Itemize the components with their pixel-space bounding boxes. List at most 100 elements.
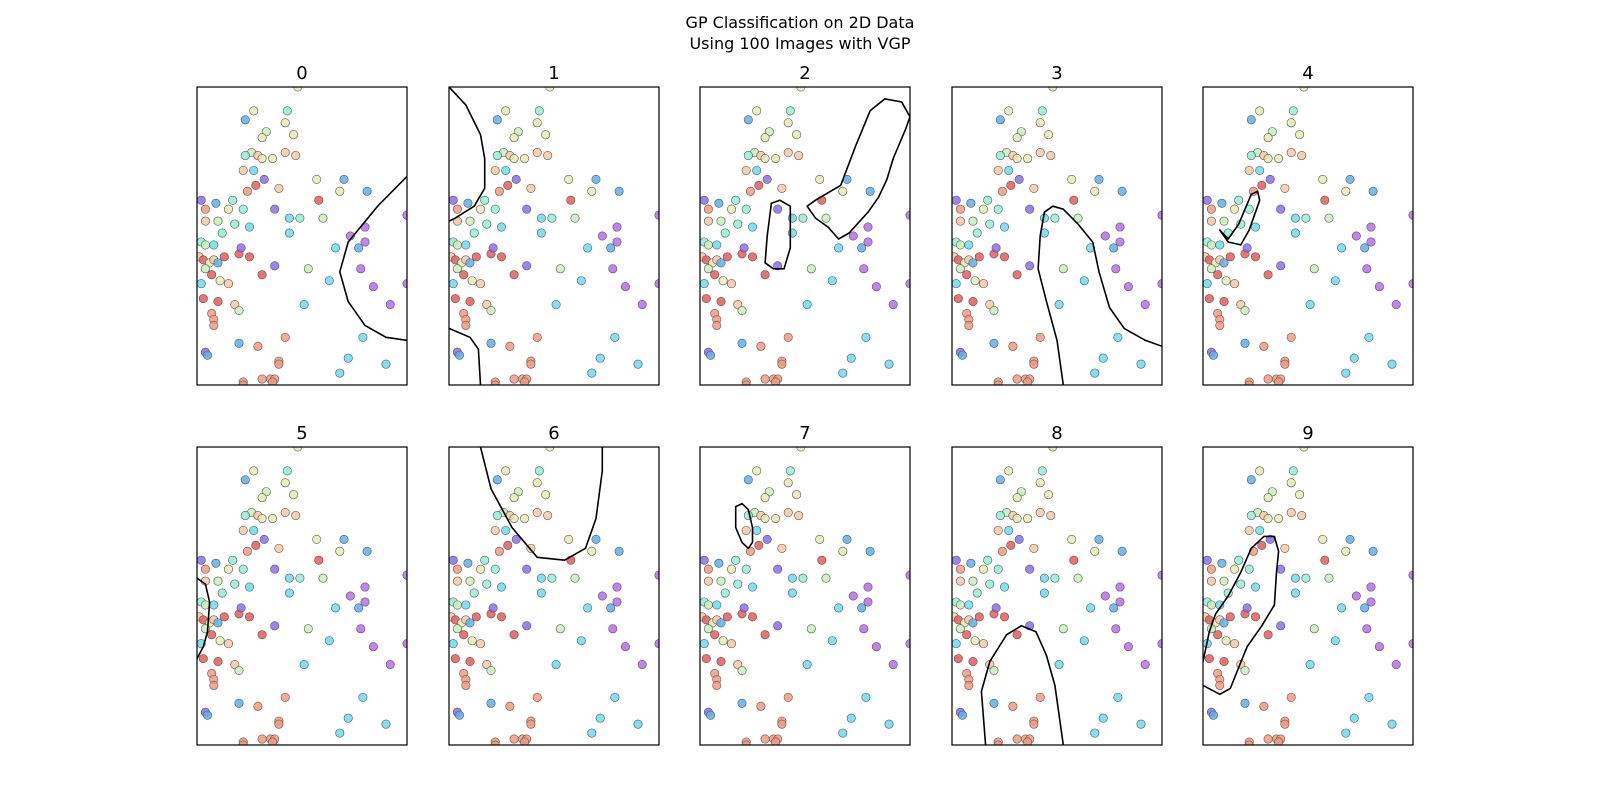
data-point <box>608 264 618 274</box>
data-point <box>253 701 263 711</box>
data-point <box>509 514 519 524</box>
data-point <box>787 228 797 238</box>
subplot-3: 3 <box>951 63 1163 386</box>
data-point <box>522 564 532 574</box>
subplot-title: 9 <box>1302 423 1313 444</box>
data-point <box>1012 270 1022 280</box>
data-point <box>1115 222 1125 232</box>
data-point <box>1242 243 1252 253</box>
data-point <box>324 636 334 646</box>
data-point <box>465 618 475 628</box>
data-point <box>1215 240 1225 250</box>
data-point <box>962 270 972 280</box>
data-point <box>739 243 749 253</box>
data-point <box>526 719 536 729</box>
data-point <box>1263 133 1273 143</box>
data-point <box>475 639 485 649</box>
data-point <box>541 490 551 500</box>
data-point <box>962 630 972 640</box>
data-point <box>1244 525 1254 535</box>
data-point <box>240 475 250 485</box>
data-point <box>773 621 783 631</box>
subplot-4: 4 <box>1202 63 1414 386</box>
data-point <box>449 195 458 205</box>
data-point <box>1203 195 1212 205</box>
data-point <box>551 660 561 670</box>
data-point <box>737 698 747 708</box>
data-point <box>482 219 492 229</box>
data-point <box>1048 447 1058 452</box>
data-point <box>737 338 747 348</box>
data-point <box>213 216 223 226</box>
decision-boundaries <box>338 175 407 342</box>
data-point <box>1280 543 1290 553</box>
data-point <box>354 603 364 613</box>
data-point <box>236 243 246 253</box>
data-point <box>1215 680 1225 690</box>
data-point <box>777 719 787 729</box>
data-point <box>1305 660 1315 670</box>
data-point <box>972 588 982 598</box>
data-point <box>952 555 961 565</box>
data-point <box>1341 728 1351 738</box>
data-point <box>637 660 647 670</box>
data-point <box>198 654 208 664</box>
data-point <box>318 213 328 223</box>
data-point <box>253 341 263 351</box>
data-point <box>1008 701 1018 711</box>
subplot-title: 4 <box>1302 63 1313 84</box>
data-point <box>794 511 804 521</box>
data-point <box>760 734 770 744</box>
data-point <box>716 216 726 226</box>
data-point <box>534 106 544 116</box>
data-point <box>995 475 1005 485</box>
data-point <box>303 264 313 274</box>
data-point <box>620 642 630 652</box>
data-point <box>1366 597 1376 607</box>
data-point <box>802 660 812 670</box>
data-point <box>1037 466 1047 476</box>
data-point <box>955 216 965 226</box>
data-point <box>385 300 395 310</box>
data-point <box>362 546 372 556</box>
data-point <box>1203 279 1212 289</box>
data-point <box>532 692 542 702</box>
data-point <box>543 511 553 521</box>
subplot-title: 8 <box>1051 423 1062 444</box>
data-point <box>452 576 462 586</box>
data-point <box>1004 106 1014 116</box>
data-point <box>953 294 963 304</box>
data-point <box>762 534 772 544</box>
data-point <box>846 353 856 363</box>
data-point <box>760 154 770 164</box>
scatter-points <box>449 87 659 385</box>
data-point <box>964 680 974 690</box>
data-point <box>997 186 1007 196</box>
scatter-points <box>449 447 659 745</box>
data-point <box>1330 636 1340 646</box>
data-point <box>731 195 741 205</box>
data-point <box>461 240 471 250</box>
data-point <box>597 591 607 601</box>
data-point <box>1255 525 1265 535</box>
axes-frame <box>448 446 660 746</box>
data-point <box>339 174 349 184</box>
data-point <box>1408 279 1413 289</box>
data-point <box>989 305 999 315</box>
data-point <box>509 734 519 744</box>
data-point <box>1025 564 1035 574</box>
data-point <box>739 603 749 613</box>
data-point <box>1069 555 1079 565</box>
data-point <box>1242 603 1252 613</box>
data-point <box>1324 213 1334 223</box>
data-point <box>747 612 757 622</box>
data-point <box>1215 320 1225 330</box>
data-point <box>1023 377 1033 385</box>
data-point <box>213 576 223 586</box>
decision-boundaries <box>1203 535 1280 696</box>
data-point <box>1157 570 1162 580</box>
data-point <box>234 338 244 348</box>
data-point <box>773 204 783 214</box>
data-point <box>576 276 586 286</box>
data-point <box>234 698 244 708</box>
